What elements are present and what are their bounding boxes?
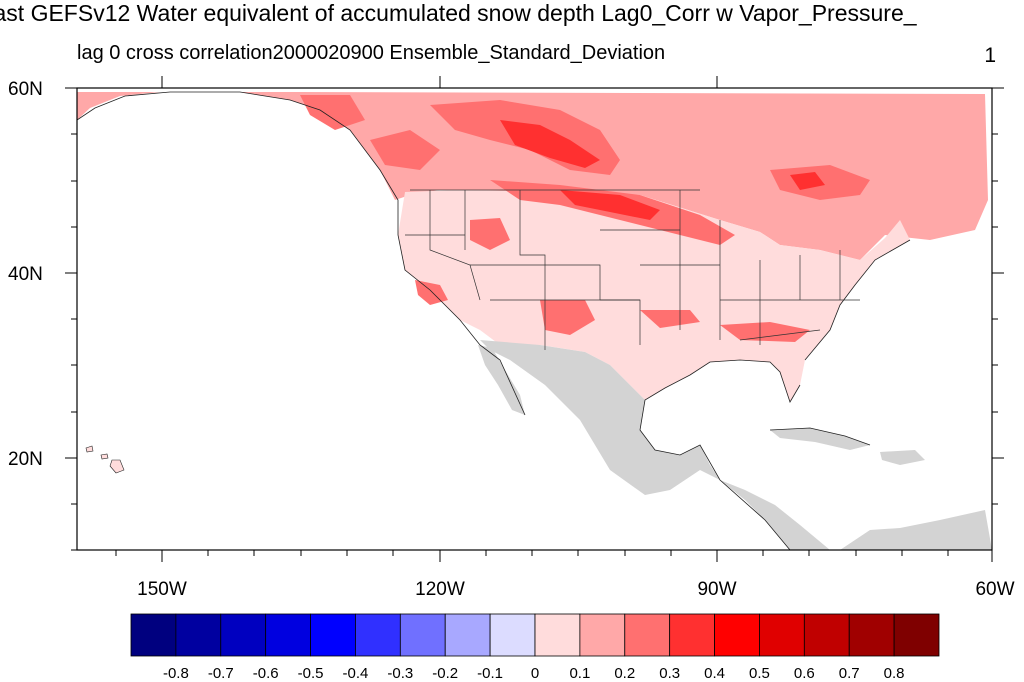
colorbar-tick-label: 0.4: [704, 665, 725, 682]
correlation-0-4-patches: [500, 120, 825, 220]
lat-label-40n: 40N: [8, 264, 43, 285]
colorbar-tick-label: 0.2: [614, 665, 635, 682]
colorbar-swatch: [893, 613, 940, 657]
colorbar-swatch: [265, 613, 311, 657]
lon-label-120w: 120W: [415, 579, 465, 600]
usa-correlation-field: [398, 190, 910, 402]
colorbar-tick-label: 0.1: [569, 665, 590, 682]
colorbar-swatch: [803, 613, 850, 657]
map-content: [77, 91, 992, 550]
colorbar-swatch: [624, 613, 671, 657]
colorbar-tick-label: 0.6: [794, 665, 815, 682]
lat-label-20n: 20N: [8, 449, 43, 470]
map-title: cast GEFSv12 Water equivalent of accumul…: [0, 0, 917, 26]
hispaniola-nodata-region: [880, 450, 925, 465]
mexico-nodata-region: [480, 340, 830, 550]
colorbar-swatch: [579, 613, 626, 657]
lon-label-60w: 60W: [975, 579, 1014, 600]
south-america-nodata-region: [840, 510, 992, 550]
hawaii-islands: [85, 445, 125, 474]
colorbar: -0.8 -0.7 -0.6 -0.5 -0.4 -0.3 -0.2 -0.1 0 0.1 0.2 0…: [130, 613, 940, 682]
colorbar-swatch: [220, 613, 267, 657]
state-boundaries: [405, 189, 860, 350]
colorbar-tick-label: -0.7: [208, 665, 234, 682]
colorbar-tick-label: -0.3: [387, 665, 413, 682]
colorbar-swatch: [355, 613, 401, 657]
colorbar-tick-label: 0.3: [659, 665, 680, 682]
colorbar-swatch: [759, 613, 805, 657]
colorbar-swatch: [399, 613, 446, 657]
colorbar-swatch: [489, 613, 536, 657]
colorbar-tick-label: -0.1: [477, 665, 503, 682]
colorbar-tick-label: -0.5: [298, 665, 324, 682]
tick-marks: [65, 76, 1004, 562]
colorbar-swatch: [534, 613, 581, 657]
colorbar-tick-label: -0.6: [253, 665, 279, 682]
baja-nodata-region: [478, 345, 525, 415]
colorbar-tick-label: -0.2: [432, 665, 458, 682]
colorbar-swatch: [175, 613, 222, 657]
colorbar-tick-label: -0.8: [163, 665, 189, 682]
colorbar-swatch: [310, 613, 356, 657]
map-subtitle: lag 0 cross correlation2000020900 Ensemb…: [77, 42, 666, 64]
colorbar-swatch: [848, 613, 895, 657]
colorbar-tick-label: 0.5: [749, 665, 770, 682]
colorbar-tick-label: 0.7: [839, 665, 860, 682]
lat-label-60n: 60N: [8, 79, 43, 100]
colorbar-tick-label: 0: [531, 665, 539, 682]
colorbar-swatch: [669, 613, 715, 657]
colorbar-swatch: [130, 613, 177, 657]
lon-label-150w: 150W: [137, 579, 187, 600]
colorbar-tick-label: 0.8: [884, 665, 905, 682]
colorbar-swatch: [714, 613, 760, 657]
lon-label-90w: 90W: [697, 579, 736, 600]
coastlines: [77, 91, 911, 550]
canada-correlation-field: [77, 92, 988, 260]
corner-label: 1: [984, 44, 996, 67]
colorbar-tick-label: -0.4: [343, 665, 369, 682]
colorbar-swatch: [444, 613, 491, 657]
cuba-nodata-region: [770, 428, 870, 450]
